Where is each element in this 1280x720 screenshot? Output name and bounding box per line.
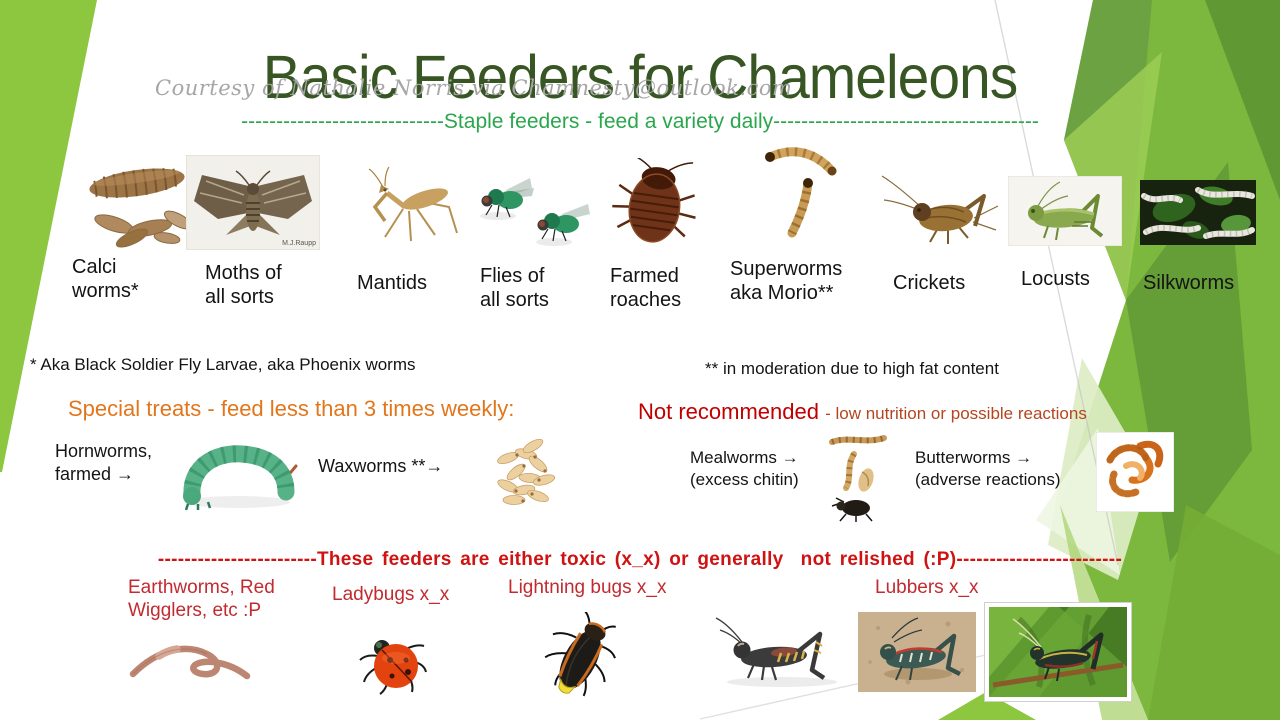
special-treats-heading: Special treats - feed less than 3 times … — [68, 396, 515, 421]
not-recommended-main: Not recommended — [638, 399, 819, 424]
mealworms-photo — [818, 432, 893, 522]
label-hornworms: Hornworms, farmed → — [55, 441, 153, 484]
label-earthworms: Earthworms, Red Wigglers, etc :P — [128, 577, 275, 621]
label-superworms: Superworms aka Morio** — [730, 258, 843, 304]
hornworm-photo — [168, 432, 308, 512]
footnote-superworms: ** in moderation due to high fat content — [705, 359, 999, 378]
not-recommended-heading: Not recommended - low nutrition or possi… — [638, 399, 1087, 425]
staple-section-heading: -----------------------------Staple feed… — [241, 110, 1039, 133]
label-butterworms: Butterworms → (adverse reactions) — [915, 448, 1061, 490]
superworms-photo — [742, 143, 852, 243]
mantis-photo — [345, 163, 463, 245]
moth-photo-credit: M.J.Raupp — [282, 240, 316, 247]
label-farmed-roaches: Farmed roaches — [610, 265, 682, 311]
cricket-photo — [878, 168, 1003, 250]
label-locusts: Locusts — [1021, 268, 1090, 290]
label-waxworms: Waxworms **→ — [318, 456, 444, 476]
label-flies: Flies of all sorts — [480, 265, 549, 311]
label-mealworms: Mealworms → (excess chitin) — [690, 448, 799, 490]
lubber-photo-1 — [712, 612, 852, 692]
waxworms-photo — [478, 428, 563, 513]
butterworms-photo — [1096, 432, 1174, 512]
locust-photo — [1008, 176, 1122, 246]
farmed-roach-photo — [605, 158, 705, 250]
toxic-section-heading: ------------------------These feeders ar… — [157, 549, 1123, 570]
label-moths: Moths of all sorts — [205, 262, 282, 308]
lightning-bug-photo — [528, 612, 633, 707]
label-lightning-bugs: Lightning bugs x_x — [508, 577, 667, 598]
silkworms-photo — [1140, 180, 1256, 245]
label-crickets: Crickets — [893, 272, 966, 294]
label-ladybugs: Ladybugs x_x — [332, 584, 450, 605]
label-lubbers: Lubbers x_x — [875, 577, 979, 598]
flies-photo — [478, 168, 596, 250]
page-title: Basic Feeders for Chameleons — [262, 43, 1019, 113]
label-silkworms: Silkworms — [1143, 272, 1235, 294]
not-recommended-detail: - low nutrition or possible reactions — [825, 404, 1087, 423]
ladybug-photo — [352, 622, 432, 702]
subtitle-credit: Courtesy of Nathalie Norris via Chamnest… — [155, 76, 793, 100]
moth-photo: M.J.Raupp — [186, 155, 320, 250]
earthworm-photo — [125, 628, 255, 693]
lubber-photo-2 — [858, 612, 976, 692]
lubber-photo-3 — [984, 602, 1132, 702]
label-mantids: Mantids — [357, 272, 428, 294]
footnote-calci-worms: * Aka Black Soldier Fly Larvae, aka Phoe… — [30, 355, 416, 374]
calci-worms-photo — [62, 158, 212, 253]
label-calci-worms: Calci worms* — [72, 256, 139, 302]
